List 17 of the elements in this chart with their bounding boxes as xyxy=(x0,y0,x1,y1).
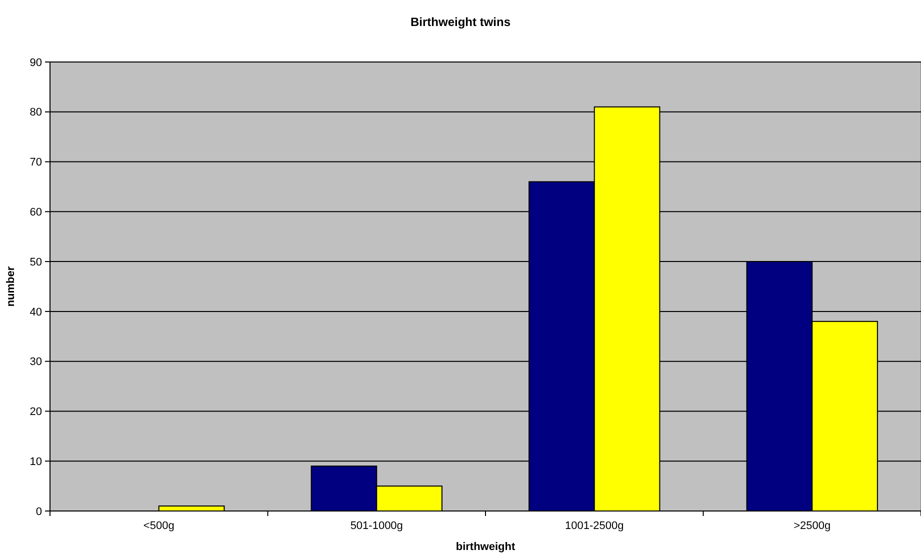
x-tick-label: <500g xyxy=(143,520,174,532)
y-axis-title: number xyxy=(5,266,17,307)
y-tick-label: 40 xyxy=(30,306,42,318)
x-tick-label: >2500g xyxy=(794,520,831,532)
y-tick-label: 80 xyxy=(30,106,42,119)
y-tick-label: 70 xyxy=(30,156,42,169)
x-tick-label: 501-1000g xyxy=(350,520,403,532)
x-axis-title: birthweight xyxy=(456,541,516,553)
y-tick-label: 0 xyxy=(36,506,42,518)
y-tick-label: 10 xyxy=(30,456,42,468)
y-tick-label: 60 xyxy=(30,206,42,219)
y-tick-label: 90 xyxy=(30,56,42,69)
chart-title: Birthweight twins xyxy=(410,15,511,29)
y-tick-label: 20 xyxy=(30,406,42,418)
x-tick-label: 1001-2500g xyxy=(565,520,624,532)
y-tick-label: 50 xyxy=(30,256,42,268)
y-tick-label: 30 xyxy=(30,356,42,368)
